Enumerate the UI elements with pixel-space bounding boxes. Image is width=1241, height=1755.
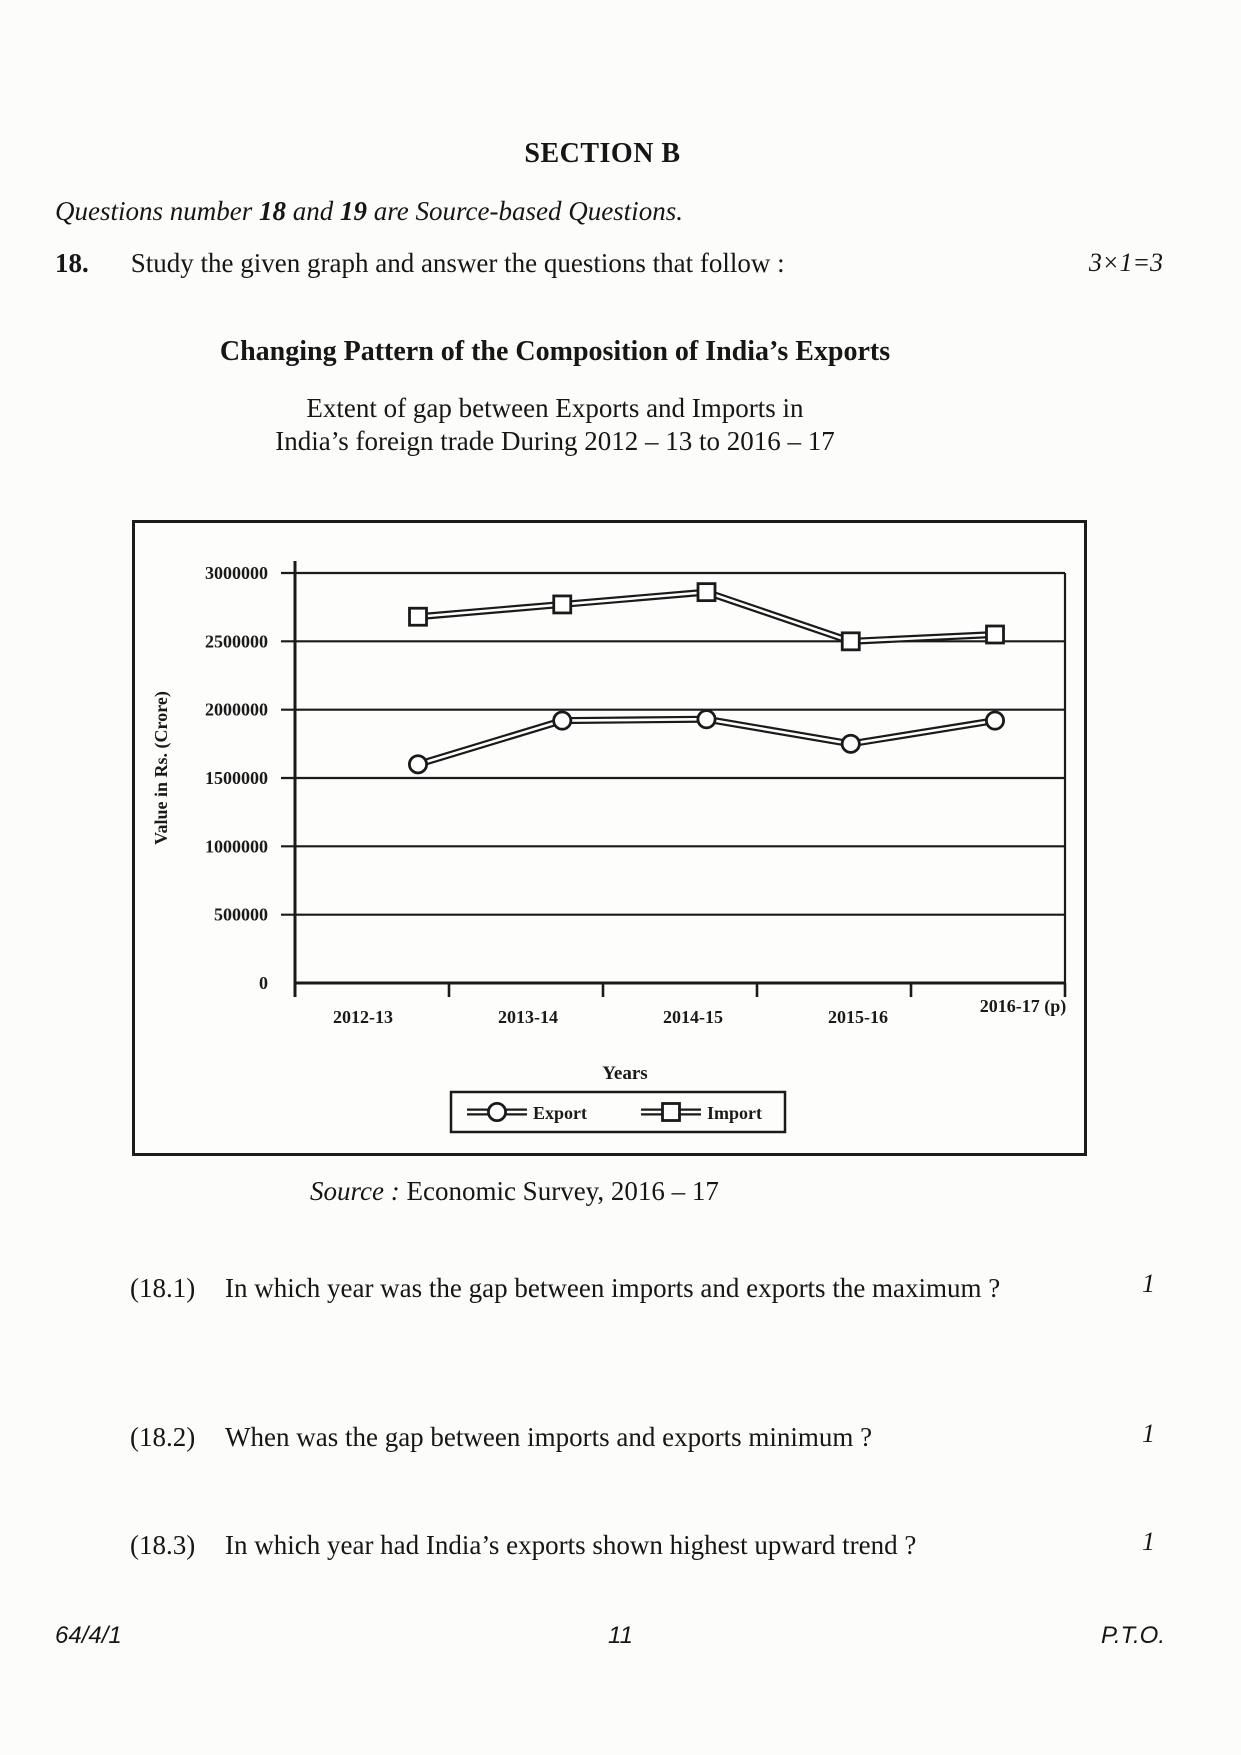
- sub-question-18-2: (18.2) When was the gap between imports …: [130, 1419, 1155, 1453]
- question-18-number: 18.: [55, 248, 89, 278]
- sub-question-label: (18.2): [130, 1422, 196, 1452]
- legend-item-export: Export: [467, 1102, 587, 1123]
- question-18-row: 18. Study the given graph and answer the …: [55, 248, 1163, 279]
- legend: Export Import: [449, 1090, 787, 1134]
- sub-question-18-3: (18.3) In which year had India’s exports…: [130, 1527, 1155, 1561]
- chart-frame: 3000000 2500000 2000000 1500000 1000000 50000…: [132, 520, 1087, 1156]
- svg-text:2015-16: 2015-16: [828, 1007, 888, 1027]
- sub-question-text: In which year was the gap between import…: [225, 1273, 1001, 1303]
- import-markers: [408, 582, 1005, 652]
- figure-subtitle-line2: India’s foreign trade During 2012 – 13 t…: [275, 426, 835, 456]
- legend-item-import: Import: [641, 1102, 762, 1123]
- sub-question-18-1: (18.1) In which year was the gap between…: [130, 1264, 1155, 1312]
- sub-question-marks: 1: [1142, 1527, 1155, 1556]
- page-footer: 64/4/1 11 P.T.O.: [0, 1622, 1241, 1662]
- question-18-marks: 3×1=3: [1088, 248, 1163, 277]
- x-axis-tick-labels: 2012-13 2013-14 2014-15 2015-16 2016-17 (p): [333, 996, 1066, 1027]
- sub-question-text: In which year had India’s exports shown …: [225, 1530, 917, 1560]
- export-markers: [407, 709, 1006, 775]
- sub-question-marks: 1: [1142, 1269, 1155, 1298]
- intro-q19-ref: 19: [340, 196, 367, 226]
- svg-text:2016-17 (p): 2016-17 (p): [980, 996, 1067, 1017]
- x-axis-title: Years: [602, 1063, 647, 1084]
- sub-question-label: (18.3): [130, 1530, 196, 1560]
- svg-text:Import: Import: [707, 1103, 762, 1123]
- section-title: SECTION B: [524, 138, 681, 169]
- source-text: Economic Survey, 2016 – 17: [399, 1176, 719, 1206]
- intro-pre: Questions number: [55, 196, 259, 226]
- intro-note: Questions number 18 and 19 are Source-ba…: [55, 196, 683, 227]
- sub-question-label: (18.1): [130, 1273, 196, 1303]
- svg-text:2000000: 2000000: [205, 700, 268, 720]
- figure-heading: Changing Pattern of the Composition of I…: [219, 336, 891, 367]
- intro-post: are Source-based Questions.: [367, 196, 683, 226]
- svg-text:Export: Export: [533, 1103, 587, 1123]
- figure-subtitle-line1: Extent of gap between Exports and Import…: [306, 393, 804, 423]
- exports-imports-line-chart: 3000000 2500000 2000000 1500000 1000000 50000…: [151, 561, 1067, 1134]
- sub-question-text: When was the gap between imports and exp…: [225, 1422, 873, 1452]
- source-label: Source :: [310, 1176, 400, 1206]
- y-axis-title: Value in Rs. (Crore): [151, 691, 172, 845]
- intro-q18-ref: 18: [259, 196, 286, 226]
- svg-text:1000000: 1000000: [205, 836, 268, 856]
- question-18-text: Study the given graph and answer the que…: [130, 248, 785, 278]
- source-line: Source : Economic Survey, 2016 – 17: [310, 1176, 719, 1207]
- axes: [293, 561, 1067, 997]
- y-axis-tick-labels: 3000000 2500000 2000000 1500000 1000000 50000…: [205, 563, 268, 993]
- pto-label: P.T.O.: [1100, 1622, 1165, 1649]
- svg-text:2013-14: 2013-14: [498, 1007, 558, 1027]
- svg-text:500000: 500000: [214, 905, 268, 925]
- gridlines: [281, 571, 1065, 916]
- svg-text:3000000: 3000000: [205, 563, 268, 583]
- svg-text:2014-15: 2014-15: [663, 1007, 723, 1027]
- svg-text:0: 0: [259, 973, 268, 993]
- paper-code: 64/4/1: [55, 1622, 122, 1649]
- svg-text:1500000: 1500000: [205, 768, 268, 788]
- page-number: 11: [608, 1622, 633, 1649]
- svg-text:2500000: 2500000: [205, 631, 268, 651]
- intro-mid: and: [286, 196, 340, 226]
- svg-text:2012-13: 2012-13: [333, 1007, 393, 1027]
- sub-question-marks: 1: [1142, 1419, 1155, 1448]
